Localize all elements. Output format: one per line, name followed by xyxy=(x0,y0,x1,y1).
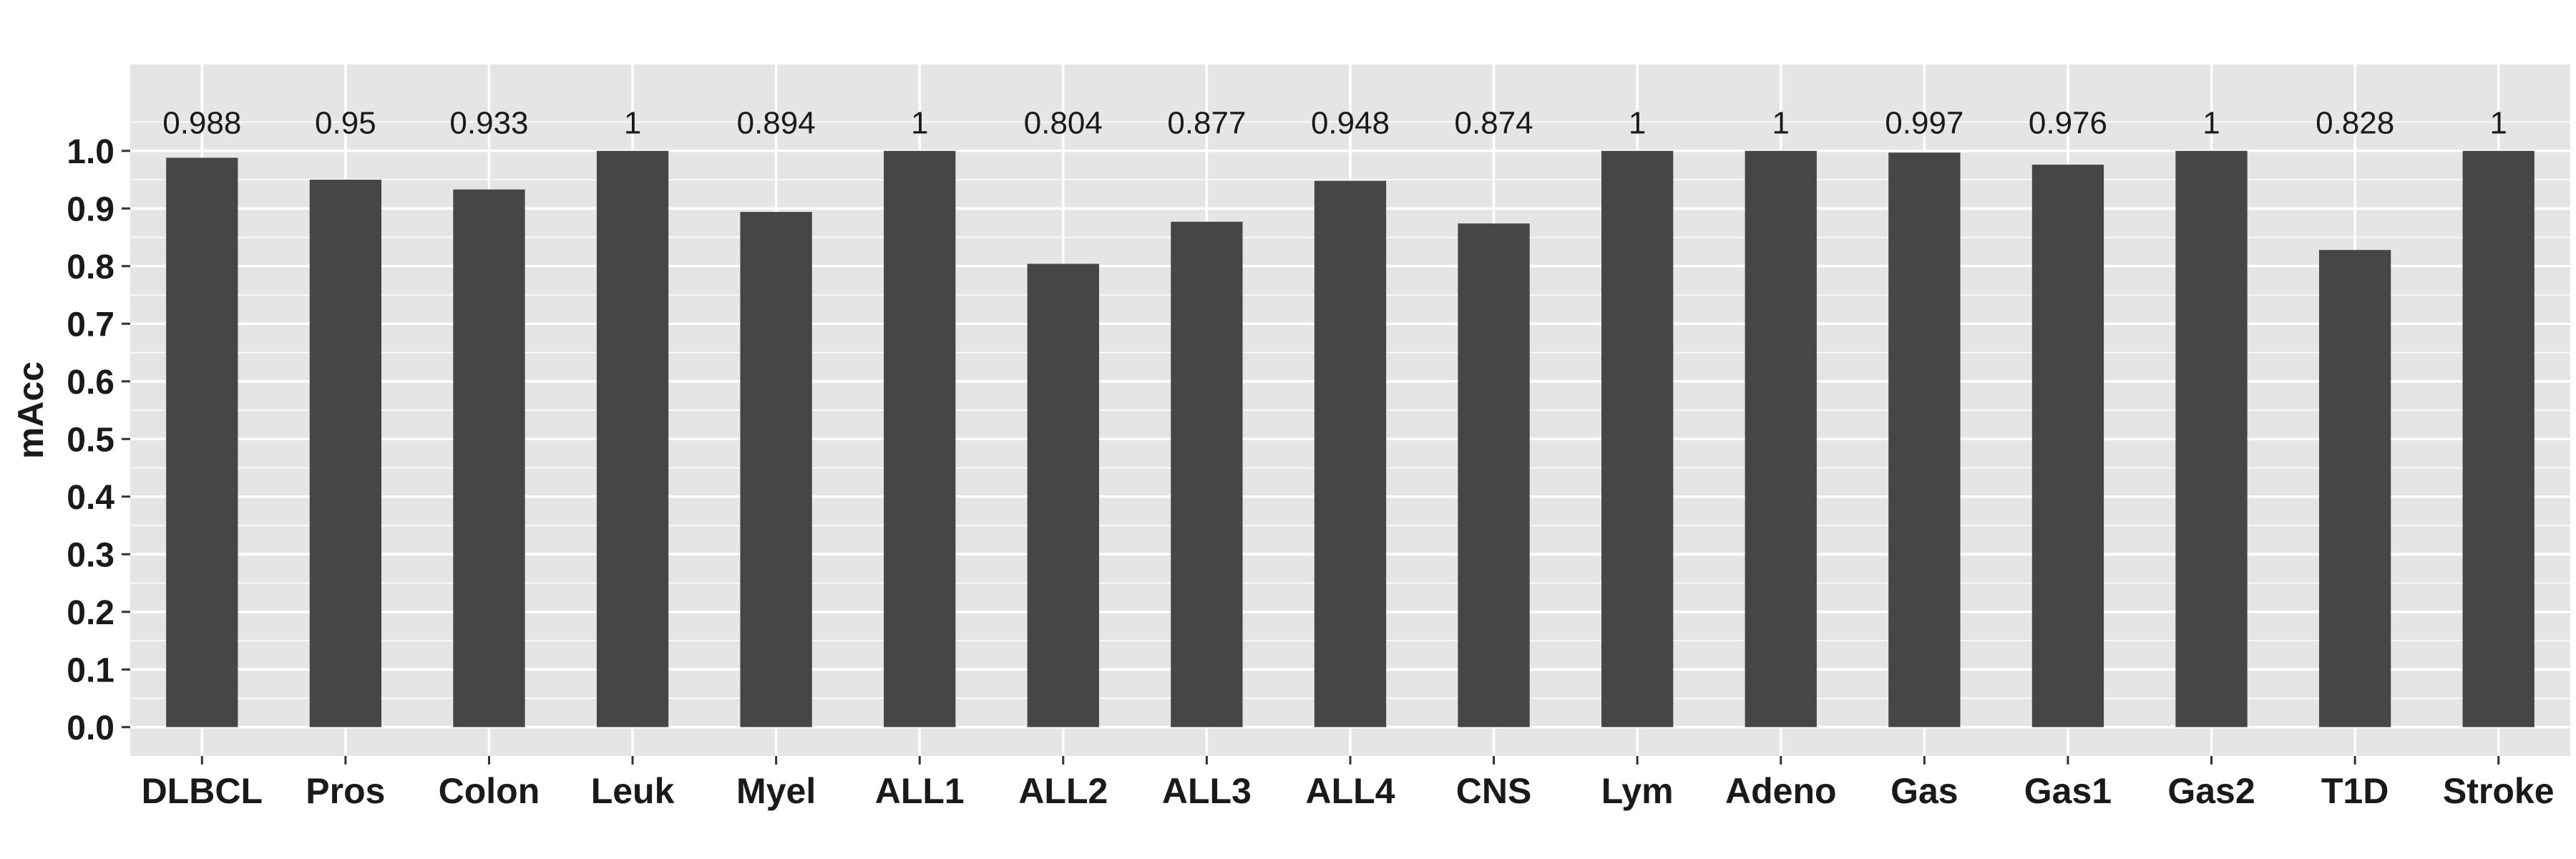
data-label-gas: 0.997 xyxy=(1885,106,1963,141)
x-tick-label-adeno: Adeno xyxy=(1725,771,1837,811)
data-label-all4: 0.948 xyxy=(1311,106,1390,141)
data-label-dlbcl: 0.988 xyxy=(162,106,241,141)
data-label-gas1: 0.976 xyxy=(2029,106,2107,141)
data-label-gas2: 1 xyxy=(2202,106,2220,141)
y-tick-label: 0.5 xyxy=(67,421,114,459)
bar-gas2 xyxy=(2175,150,2248,727)
bar-all2 xyxy=(1027,263,1099,727)
x-tick-label-colon: Colon xyxy=(439,771,540,811)
data-label-leuk: 1 xyxy=(624,106,641,141)
bar-myel xyxy=(740,212,812,727)
x-tick-label-gas: Gas xyxy=(1890,771,1958,811)
bar-all1 xyxy=(884,150,956,727)
data-labels-layer: 0.988 0.95 0.933 1 0.894 1 0.804 0.877 0.948 0.87… xyxy=(162,106,2507,141)
data-label-colon: 0.933 xyxy=(449,106,528,141)
x-tick-label-gas2: Gas2 xyxy=(2167,771,2255,811)
data-label-adeno: 1 xyxy=(1772,106,1790,141)
bar-cns xyxy=(1458,223,1530,727)
y-tick-label: 0.1 xyxy=(67,651,114,689)
bar-gas1 xyxy=(2031,165,2104,727)
bar-leuk xyxy=(596,150,669,727)
bar-t1d xyxy=(2318,250,2391,727)
x-tick-label-stroke: Stroke xyxy=(2443,771,2555,811)
data-label-myel: 0.894 xyxy=(737,106,816,141)
x-tick-label-myel: Myel xyxy=(736,771,816,811)
y-axis: 0.0 0.1 0.2 0.3 0.4 0.5 0.6 0.7 0.8 0.9 1.0 xyxy=(67,133,130,747)
bars-layer xyxy=(166,150,2534,727)
y-tick-label: 0.4 xyxy=(67,479,114,517)
bar-stroke xyxy=(2462,150,2534,727)
data-label-all2: 0.804 xyxy=(1024,106,1103,141)
bar-all3 xyxy=(1171,221,1243,727)
x-tick-label-all2: ALL2 xyxy=(1018,771,1108,811)
data-label-t1d: 0.828 xyxy=(2316,106,2394,141)
y-tick-label: 0.3 xyxy=(67,536,114,574)
x-tick-label-gas1: Gas1 xyxy=(2024,771,2112,811)
x-tick-label-cns: CNS xyxy=(1456,771,1532,811)
bar-pros xyxy=(309,180,382,727)
y-tick-label: 0.2 xyxy=(67,594,114,632)
y-tick-label: 0.7 xyxy=(67,306,114,344)
x-tick-label-all1: ALL1 xyxy=(875,771,965,811)
y-tick-label: 1.0 xyxy=(67,133,114,171)
x-tick-label-all3: ALL3 xyxy=(1162,771,1252,811)
x-tick-label-t1d: T1D xyxy=(2321,771,2389,811)
bar-gas xyxy=(1888,152,1961,727)
x-tick-label-dlbcl: DLBCL xyxy=(142,771,263,811)
data-label-all1: 1 xyxy=(911,106,928,141)
bar-colon xyxy=(453,189,525,727)
x-axis: DLBCL Pros Colon Leuk Myel ALL1 ALL2 ALL3 ALL4 CN… xyxy=(142,756,2555,811)
bar-adeno xyxy=(1745,150,1817,727)
data-label-stroke: 1 xyxy=(2489,106,2507,141)
y-tick-label: 0.6 xyxy=(67,364,114,402)
bar-lym xyxy=(1601,150,1674,727)
y-tick-label: 0.9 xyxy=(67,190,114,228)
x-tick-label-lym: Lym xyxy=(1601,771,1674,811)
data-label-all3: 0.877 xyxy=(1167,106,1246,141)
y-tick-label: 0.8 xyxy=(67,248,114,286)
bar-dlbcl xyxy=(166,157,238,727)
bar-all4 xyxy=(1314,180,1387,727)
data-label-lym: 1 xyxy=(1629,106,1646,141)
data-label-cns: 0.874 xyxy=(1455,106,1533,141)
x-tick-label-pros: Pros xyxy=(306,771,385,811)
y-axis-title: mAcc xyxy=(11,361,51,459)
data-label-pros: 0.95 xyxy=(315,106,376,141)
x-tick-label-leuk: Leuk xyxy=(591,771,675,811)
y-tick-label: 0.0 xyxy=(67,709,114,747)
x-tick-label-all4: ALL4 xyxy=(1306,771,1395,811)
